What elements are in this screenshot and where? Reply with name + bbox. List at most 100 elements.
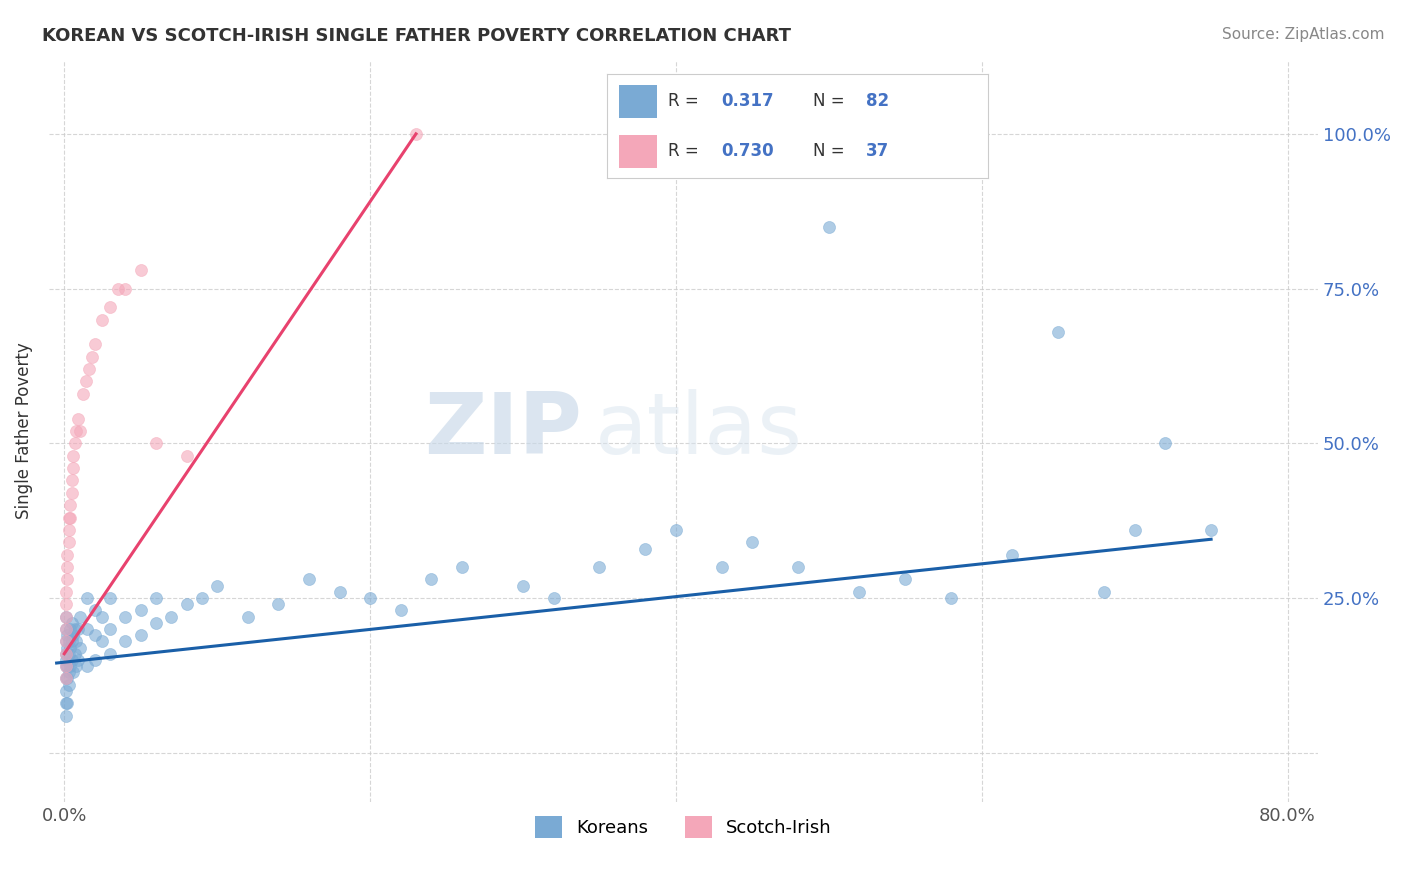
Point xyxy=(55,609,77,624)
Point xyxy=(236,609,259,624)
Point xyxy=(83,628,105,642)
Point xyxy=(817,219,839,234)
Point xyxy=(588,560,610,574)
Point xyxy=(160,609,183,624)
Point xyxy=(60,485,83,500)
Point xyxy=(60,615,83,630)
Point xyxy=(543,591,565,605)
Point xyxy=(1199,523,1222,537)
Point xyxy=(55,609,77,624)
Point xyxy=(83,653,105,667)
Point xyxy=(634,541,657,556)
Point xyxy=(72,386,94,401)
Point xyxy=(56,672,79,686)
Point xyxy=(55,634,77,648)
Point xyxy=(55,672,77,686)
Point xyxy=(129,603,152,617)
Point xyxy=(55,622,77,636)
Point xyxy=(450,560,472,574)
Point xyxy=(56,628,79,642)
Point xyxy=(76,622,98,636)
Point xyxy=(56,659,79,673)
Point xyxy=(129,628,152,642)
Point xyxy=(59,622,82,636)
Point xyxy=(60,474,83,488)
Point xyxy=(98,622,121,636)
Point xyxy=(58,523,80,537)
Point xyxy=(298,573,321,587)
Point xyxy=(107,282,129,296)
Point xyxy=(389,603,412,617)
Point xyxy=(55,634,77,648)
Point xyxy=(59,640,82,655)
Point xyxy=(1001,548,1024,562)
Point xyxy=(741,535,763,549)
Point xyxy=(405,127,427,141)
Point xyxy=(62,461,84,475)
Point xyxy=(98,647,121,661)
Point xyxy=(91,634,114,648)
Point xyxy=(55,622,77,636)
Point xyxy=(75,375,97,389)
Point xyxy=(939,591,962,605)
Point xyxy=(56,560,79,574)
Point xyxy=(65,659,87,673)
Y-axis label: Single Father Poverty: Single Father Poverty xyxy=(15,343,32,519)
Point xyxy=(98,300,121,314)
Point xyxy=(55,696,77,710)
Point xyxy=(176,449,198,463)
Point xyxy=(66,622,89,636)
Point xyxy=(62,665,84,680)
Legend: Koreans, Scotch-Irish: Koreans, Scotch-Irish xyxy=(527,809,839,846)
Point xyxy=(787,560,810,574)
Point xyxy=(56,696,79,710)
Point xyxy=(62,449,84,463)
Point xyxy=(69,424,91,438)
Point xyxy=(58,634,80,648)
Point xyxy=(59,659,82,673)
Point xyxy=(848,585,870,599)
Point xyxy=(63,436,86,450)
Point xyxy=(191,591,214,605)
Point xyxy=(55,597,77,611)
Point xyxy=(69,609,91,624)
Point xyxy=(55,585,77,599)
Point xyxy=(359,591,381,605)
Point xyxy=(55,672,77,686)
Point xyxy=(83,337,105,351)
Point xyxy=(267,597,290,611)
Point xyxy=(145,436,167,450)
Text: ZIP: ZIP xyxy=(425,390,582,473)
Point xyxy=(58,510,80,524)
Point xyxy=(56,548,79,562)
Point xyxy=(77,362,100,376)
Point xyxy=(55,708,77,723)
Point xyxy=(91,312,114,326)
Point xyxy=(205,579,228,593)
Point xyxy=(328,585,350,599)
Point xyxy=(55,659,77,673)
Point xyxy=(145,615,167,630)
Point xyxy=(58,678,80,692)
Point xyxy=(114,282,136,296)
Point xyxy=(56,573,79,587)
Point xyxy=(62,628,84,642)
Point xyxy=(65,634,87,648)
Text: Source: ZipAtlas.com: Source: ZipAtlas.com xyxy=(1222,27,1385,42)
Point xyxy=(512,579,534,593)
Text: KOREAN VS SCOTCH-IRISH SINGLE FATHER POVERTY CORRELATION CHART: KOREAN VS SCOTCH-IRISH SINGLE FATHER POV… xyxy=(42,27,792,45)
Point xyxy=(98,591,121,605)
Point xyxy=(80,350,103,364)
Point xyxy=(55,647,77,661)
Point xyxy=(55,647,77,661)
Point xyxy=(1092,585,1115,599)
Point xyxy=(420,573,443,587)
Point xyxy=(145,591,167,605)
Point xyxy=(58,665,80,680)
Point xyxy=(58,535,80,549)
Point xyxy=(665,523,688,537)
Point xyxy=(55,653,77,667)
Point xyxy=(1123,523,1146,537)
Point xyxy=(65,424,87,438)
Point xyxy=(69,640,91,655)
